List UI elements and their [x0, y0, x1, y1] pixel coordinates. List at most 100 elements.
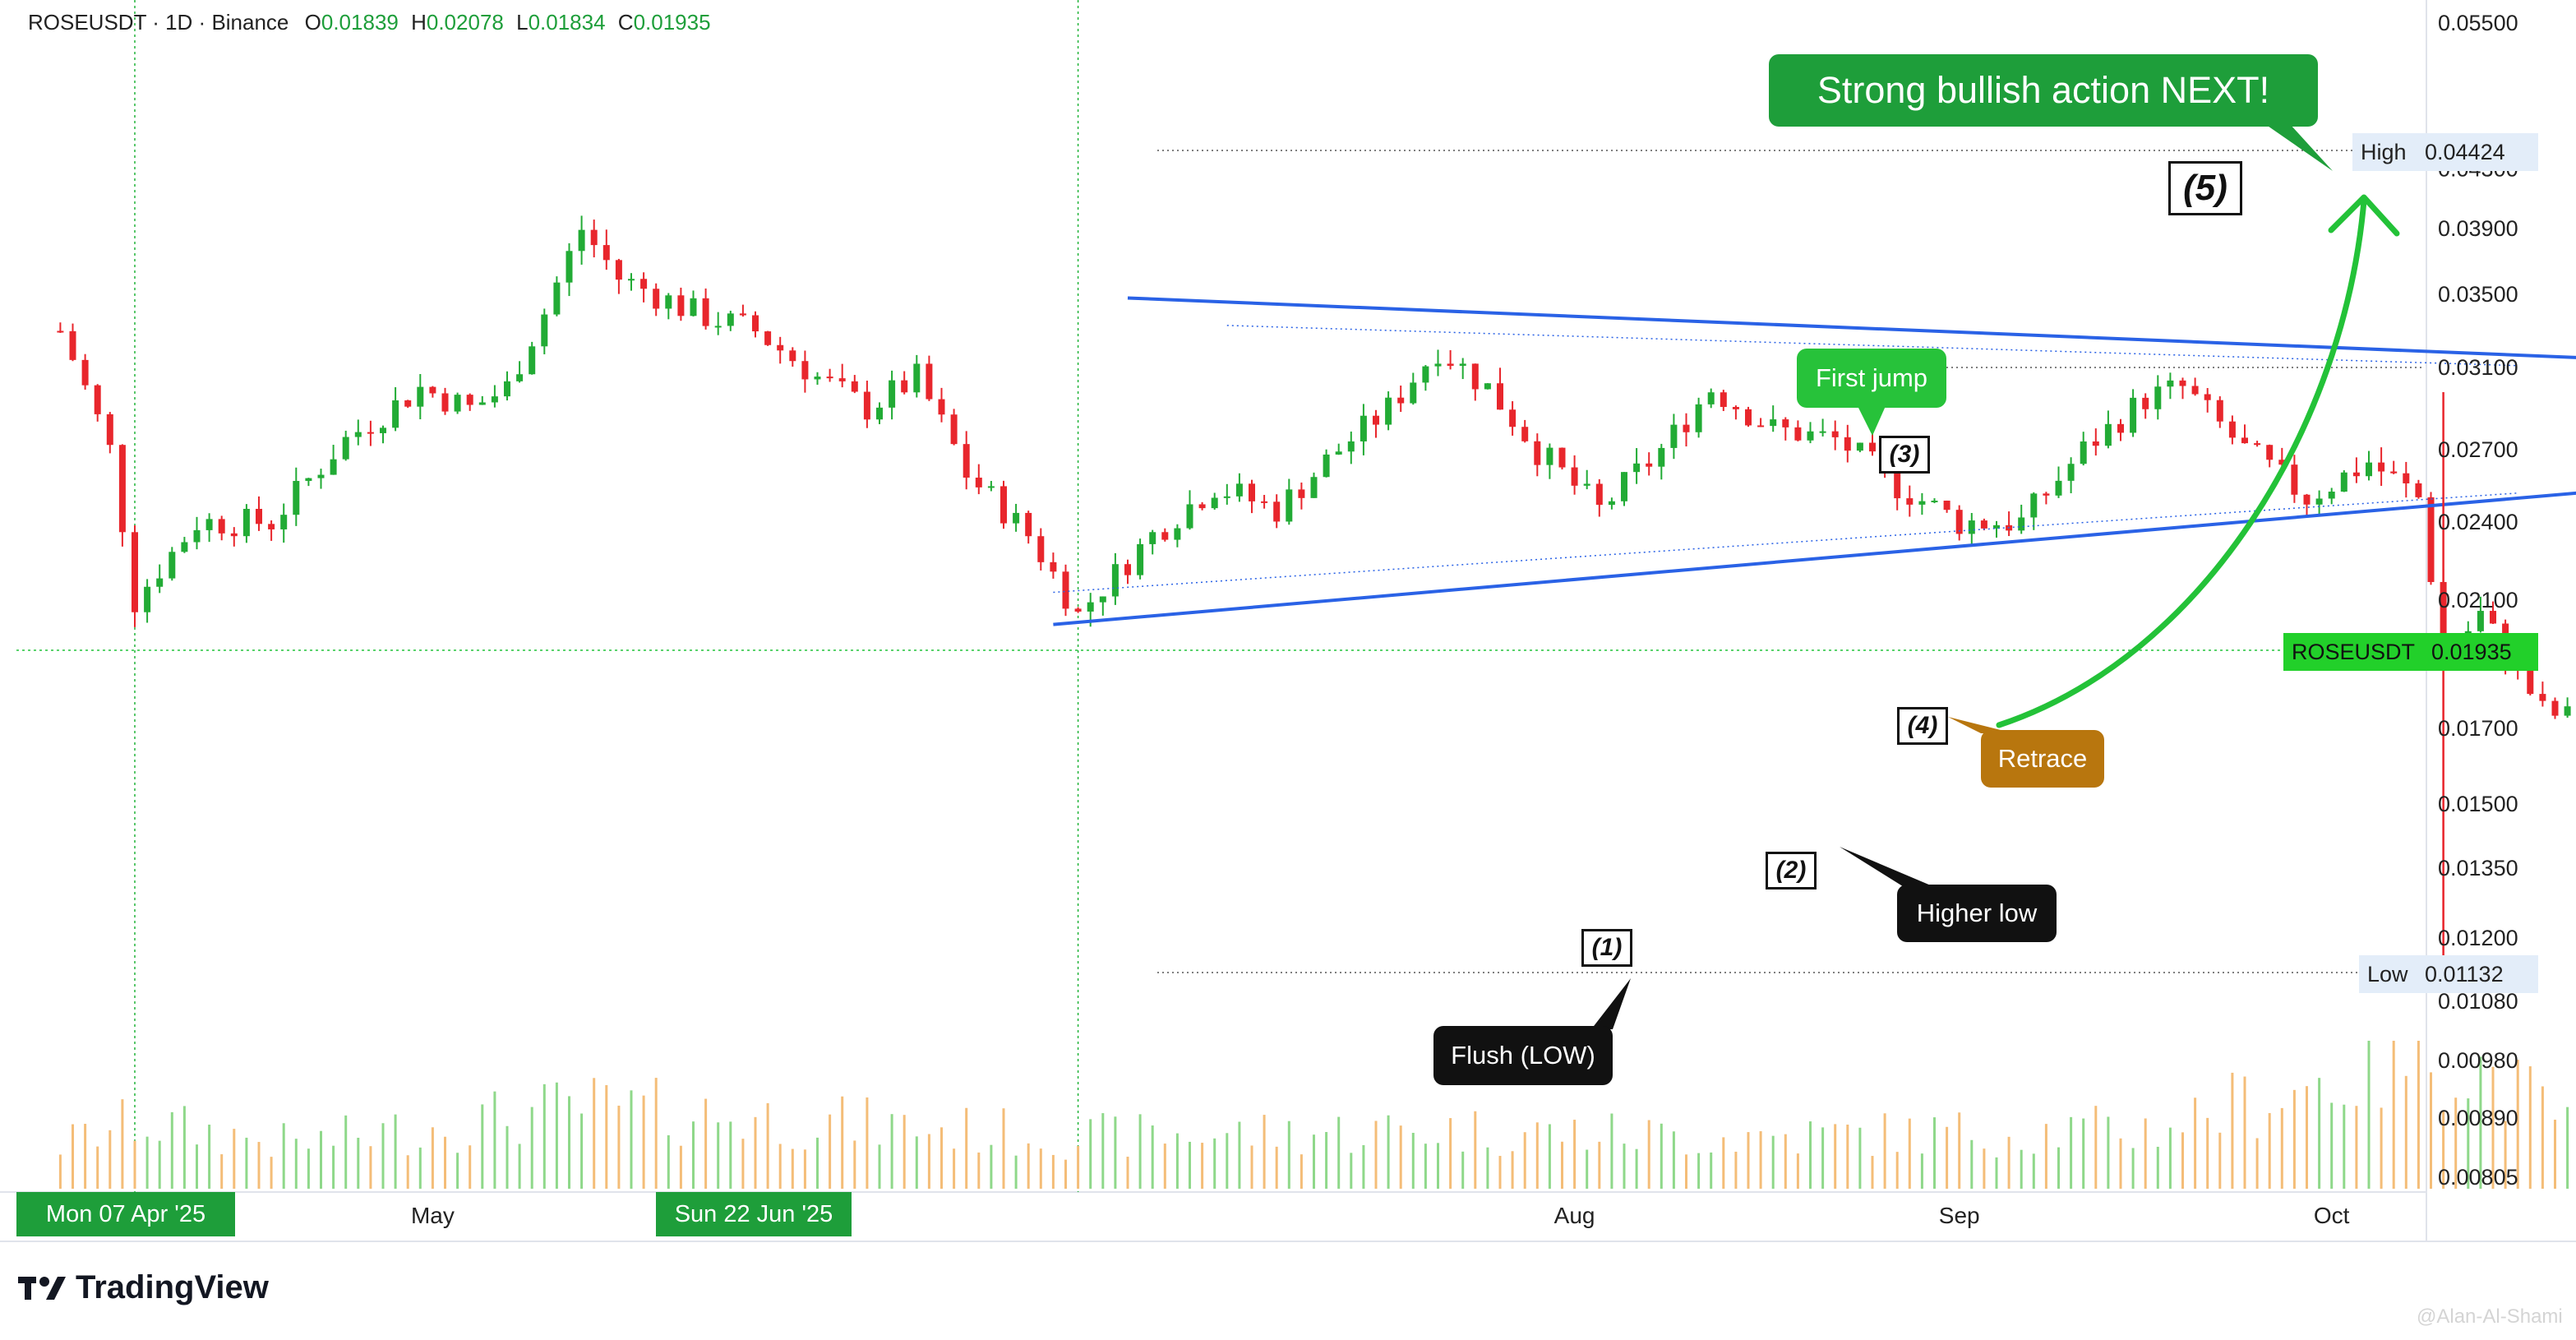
candle-body: [169, 552, 176, 579]
candle-body: [181, 542, 188, 552]
volume-bar: [1350, 1153, 1353, 1189]
candle-body: [1471, 363, 1479, 390]
volume-bar: [1610, 1113, 1613, 1189]
volume-bar: [853, 1140, 856, 1189]
price-tick-label: 0.01080: [2438, 989, 2518, 1014]
candle-body: [578, 229, 585, 252]
volume-bar: [890, 1114, 893, 1189]
volume-bar: [1697, 1153, 1701, 1189]
volume-bar: [182, 1106, 186, 1189]
volume-bar: [506, 1125, 509, 1189]
retrace-text: Retrace: [1997, 744, 2088, 773]
wave-5-label: (5): [2168, 161, 2242, 215]
price-tick-label: 0.01500: [2438, 792, 2518, 816]
volume-bar: [1114, 1116, 1117, 1189]
candle-body: [478, 402, 486, 405]
time-axis[interactable]: MayJunAugSepOctNovDec2026: [411, 1203, 2576, 1228]
volume-bar: [170, 1111, 173, 1189]
volume-bar: [320, 1130, 322, 1189]
volume-bar: [2516, 1060, 2519, 1189]
volume-bar: [1002, 1108, 1005, 1189]
candle-body: [950, 414, 958, 445]
candle-body: [1782, 419, 1789, 427]
candle-body: [1670, 424, 1678, 448]
volume-bar: [1908, 1118, 1911, 1189]
volume-bar: [2119, 1138, 2122, 1189]
volume-bar: [2343, 1104, 2346, 1189]
candle-body: [2142, 397, 2149, 409]
candle-body: [1509, 409, 1517, 427]
candle-body: [702, 298, 709, 326]
candle-body: [1347, 441, 1355, 452]
candle-body: [1844, 437, 1851, 451]
volume-bar: [593, 1078, 596, 1189]
volume-bar: [2131, 1148, 2135, 1189]
price-axis[interactable]: 0.055000.043000.039000.035000.031000.027…: [2438, 11, 2518, 1190]
author-watermark: @Alan-Al-Shami: [2417, 1305, 2563, 1328]
candle-body: [838, 378, 846, 381]
volume-bar: [456, 1153, 459, 1189]
candle-body: [2104, 423, 2112, 446]
volume-bar: [1710, 1152, 1713, 1189]
volume-bar: [841, 1096, 844, 1189]
candle-body: [2328, 492, 2335, 499]
candle-body: [2527, 664, 2534, 695]
candle-body: [156, 578, 164, 587]
higher-low-text: Higher low: [1916, 899, 2038, 927]
volume-bar: [1623, 1144, 1626, 1189]
tradingview-brand[interactable]: TradingView: [18, 1269, 269, 1306]
wave-1-label: (1): [1581, 929, 1632, 967]
volume-bar: [1759, 1131, 1762, 1189]
candle-body: [1025, 512, 1032, 537]
candle-body: [1856, 442, 1863, 451]
volume-bar: [2417, 1041, 2420, 1189]
volume-bar: [394, 1114, 397, 1189]
volume-bar: [1374, 1121, 1378, 1189]
volume-bar: [1486, 1147, 1489, 1189]
volume-bar: [1411, 1133, 1415, 1189]
volume-bar: [1424, 1144, 1427, 1189]
candle-body: [2291, 464, 2298, 495]
symbol-title[interactable]: ROSEUSDT · 1D · Binance: [28, 10, 289, 35]
candle-body: [317, 474, 325, 478]
volume-bar: [530, 1107, 533, 1189]
headline-text: Strong bullish action NEXT!: [1817, 69, 2270, 111]
candle-body: [2067, 464, 2075, 481]
time-tick-label: May: [411, 1203, 455, 1228]
candle-body: [242, 508, 250, 537]
volume-bar: [2491, 1066, 2495, 1189]
volume-bar: [778, 1144, 782, 1189]
candle-body: [118, 445, 126, 533]
candle-body: [2427, 497, 2435, 582]
date-pill-jun: Sun 22 Jun '25: [656, 1192, 852, 1236]
volume-bar: [1685, 1154, 1687, 1189]
candle-body: [1807, 431, 1814, 441]
volume-bar: [754, 1116, 757, 1189]
low-tag-label: Low: [2367, 961, 2408, 987]
candle-body: [330, 459, 337, 475]
candle-body: [1410, 382, 1417, 404]
candle-body: [901, 380, 908, 393]
candle-body: [441, 393, 449, 412]
volume-bar: [1895, 1152, 1899, 1189]
volume-bar: [741, 1139, 745, 1189]
candle-body: [1794, 427, 1802, 441]
high-tag-label: High: [2361, 139, 2407, 164]
candle-body: [566, 251, 573, 283]
volume-bar: [2181, 1132, 2184, 1189]
volume-bar: [1647, 1120, 1650, 1189]
volume-bar: [1263, 1115, 1266, 1189]
volume-bar: [2243, 1076, 2246, 1189]
candle-body: [1186, 504, 1193, 529]
volume-bar: [108, 1130, 112, 1189]
volume-bars: [58, 1041, 2569, 1189]
volume-bar: [1535, 1122, 1539, 1189]
candle-body: [1707, 392, 1715, 404]
candle-body: [1658, 447, 1665, 467]
projection-arrowhead: [2328, 194, 2400, 237]
candle-body: [1583, 483, 1590, 486]
volume-bar: [1660, 1123, 1663, 1189]
volume-bar: [1995, 1157, 1998, 1189]
candle-body: [2018, 517, 2025, 531]
